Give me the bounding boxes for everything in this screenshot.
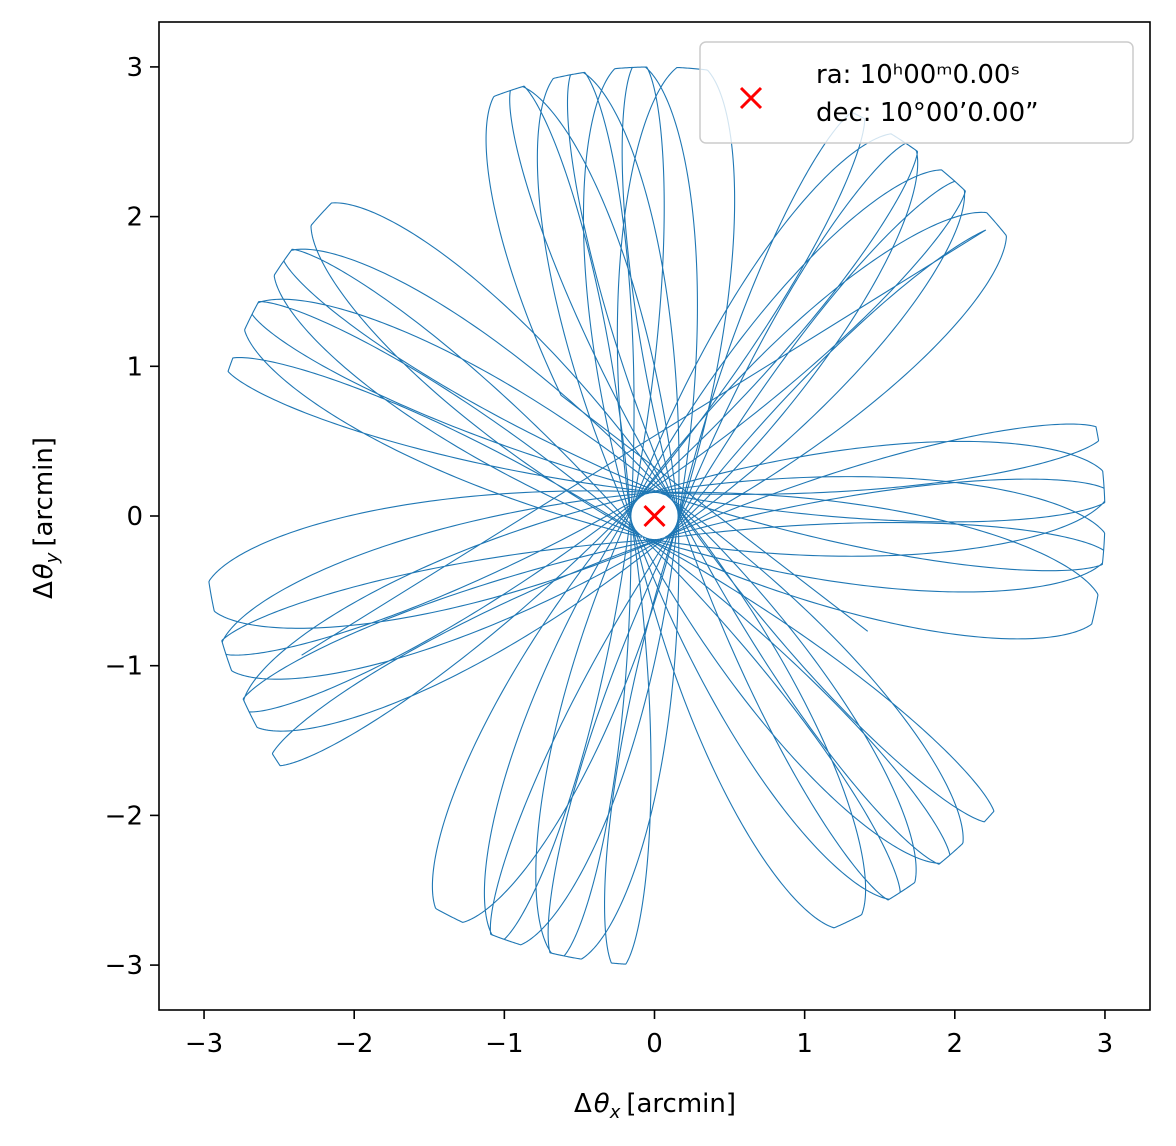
y-tick-label: −2 <box>105 801 143 831</box>
y-tick-label: −3 <box>105 951 143 981</box>
y-axis-label: Δθy[arcmin] <box>29 437 63 599</box>
x-axis-ticks: −3 −2 −1 0 1 2 3 <box>185 1010 1113 1059</box>
x-tick-label: −2 <box>335 1029 373 1059</box>
legend: ra: 10ʰ00ᵐ0.00ˢ dec: 10°00’0.00” <box>699 41 1134 144</box>
y-tick-label: −1 <box>105 652 143 682</box>
x-tick-label: 1 <box>796 1029 813 1059</box>
x-tick-label: 3 <box>1097 1029 1114 1059</box>
legend-dec-text: dec: 10°00’0.00” <box>816 98 1039 128</box>
y-tick-label: 3 <box>126 53 143 83</box>
y-tick-label: 1 <box>126 352 143 382</box>
scan-trajectory-line <box>208 66 1106 965</box>
x-tick-label: 2 <box>947 1029 964 1059</box>
trajectory-layer <box>208 66 1106 965</box>
y-tick-label: 0 <box>126 502 143 532</box>
x-axis-label: Δθx [arcmin] <box>574 1089 736 1123</box>
y-tick-label: 2 <box>126 203 143 233</box>
legend-marker-x <box>739 86 763 110</box>
marker-layer <box>643 504 666 528</box>
target-marker <box>643 504 666 528</box>
x-tick-label: −1 <box>485 1029 523 1059</box>
x-tick-label: −3 <box>185 1029 223 1059</box>
x-tick-label: 0 <box>646 1029 663 1059</box>
legend-box <box>699 41 1134 144</box>
y-axis-ticks: −3 −2 −1 0 1 2 3 <box>105 53 159 981</box>
legend-ra-text: ra: 10ʰ00ᵐ0.00ˢ <box>816 60 1020 90</box>
